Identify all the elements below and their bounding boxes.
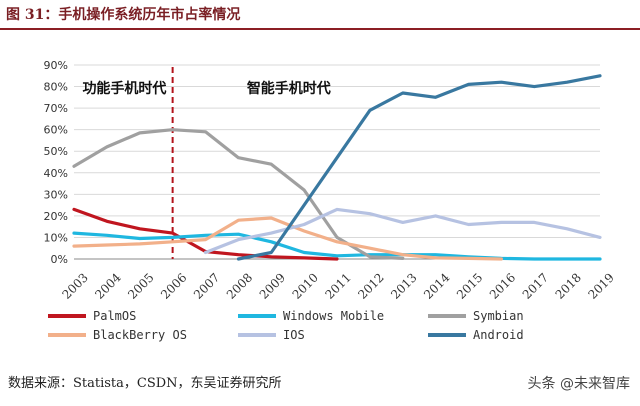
x-tick-label: 2014: [421, 270, 453, 302]
y-tick-label: 50%: [44, 145, 68, 158]
x-tick-label: 2012: [355, 270, 386, 301]
source-note: 数据来源：Statista，CSDN，东吴证券研究所: [8, 376, 282, 391]
y-tick-label: 60%: [44, 124, 68, 137]
x-tick-label: 2003: [59, 270, 90, 301]
legend-label: Windows Mobile: [283, 309, 384, 323]
y-tick-label: 20%: [44, 210, 68, 223]
legend-label: PalmOS: [93, 309, 136, 323]
y-tick-label: 80%: [44, 81, 68, 94]
series-line-windows-mobile: [72, 231, 602, 261]
y-tick-label: 40%: [44, 167, 68, 180]
legend: PalmOS Windows Mobile Symbian BlackBerry OS…: [48, 309, 524, 342]
x-tick-label: 2010: [290, 270, 321, 301]
era-annotation: 智能手机时代: [246, 80, 331, 97]
x-tick-label: 2011: [322, 270, 353, 301]
x-tick-label: 2016: [487, 270, 518, 301]
market-share-line-chart: 0%10%20%30%40%50%60%70%80%90% 2003 2004 20…: [44, 59, 617, 342]
y-tick-label: 70%: [44, 102, 68, 115]
y-axis: 0% 10% 20% 30% 40% 50% 60% 70% 80% 90%: [44, 59, 68, 266]
series-line-blackberry-os: [72, 216, 503, 261]
legend-label: BlackBerry OS: [93, 328, 187, 342]
series-lines: [72, 74, 602, 261]
legend-label: Android: [473, 328, 524, 342]
x-tick-label: 2006: [158, 270, 189, 301]
series-line-android: [236, 74, 602, 261]
era-annotations: 功能手机时代 智能手机时代: [82, 80, 330, 97]
x-tick-label: 2008: [224, 270, 255, 301]
legend-label: Symbian: [473, 309, 524, 323]
series-line-ios: [203, 207, 602, 255]
era-annotation: 功能手机时代: [82, 80, 166, 97]
x-tick-label: 2004: [92, 270, 124, 302]
y-tick-label: 30%: [44, 188, 68, 201]
x-tick-label: 2019: [585, 270, 616, 301]
x-tick-label: 2015: [454, 270, 485, 301]
x-tick-label: 2005: [125, 270, 156, 301]
x-tick-label: 2017: [520, 270, 551, 301]
x-tick-label: 2007: [191, 270, 222, 301]
legend-label: IOS: [283, 328, 305, 342]
x-tick-label: 2018: [553, 270, 584, 301]
x-axis: 2003 2004 2005 2006 2007 2008 2009 2010 2011 2012…: [59, 258, 617, 302]
y-tick-label: 10%: [44, 231, 68, 244]
x-tick-label: 2009: [257, 270, 288, 301]
figure-title: 图 31：手机操作系统历年市占率情况: [6, 7, 241, 23]
watermark: 头条 @未来智库: [527, 376, 630, 392]
x-tick-label: 2013: [388, 270, 419, 301]
title-divider: [0, 28, 640, 30]
y-tick-label: 0%: [51, 253, 68, 266]
y-tick-label: 90%: [44, 59, 68, 72]
